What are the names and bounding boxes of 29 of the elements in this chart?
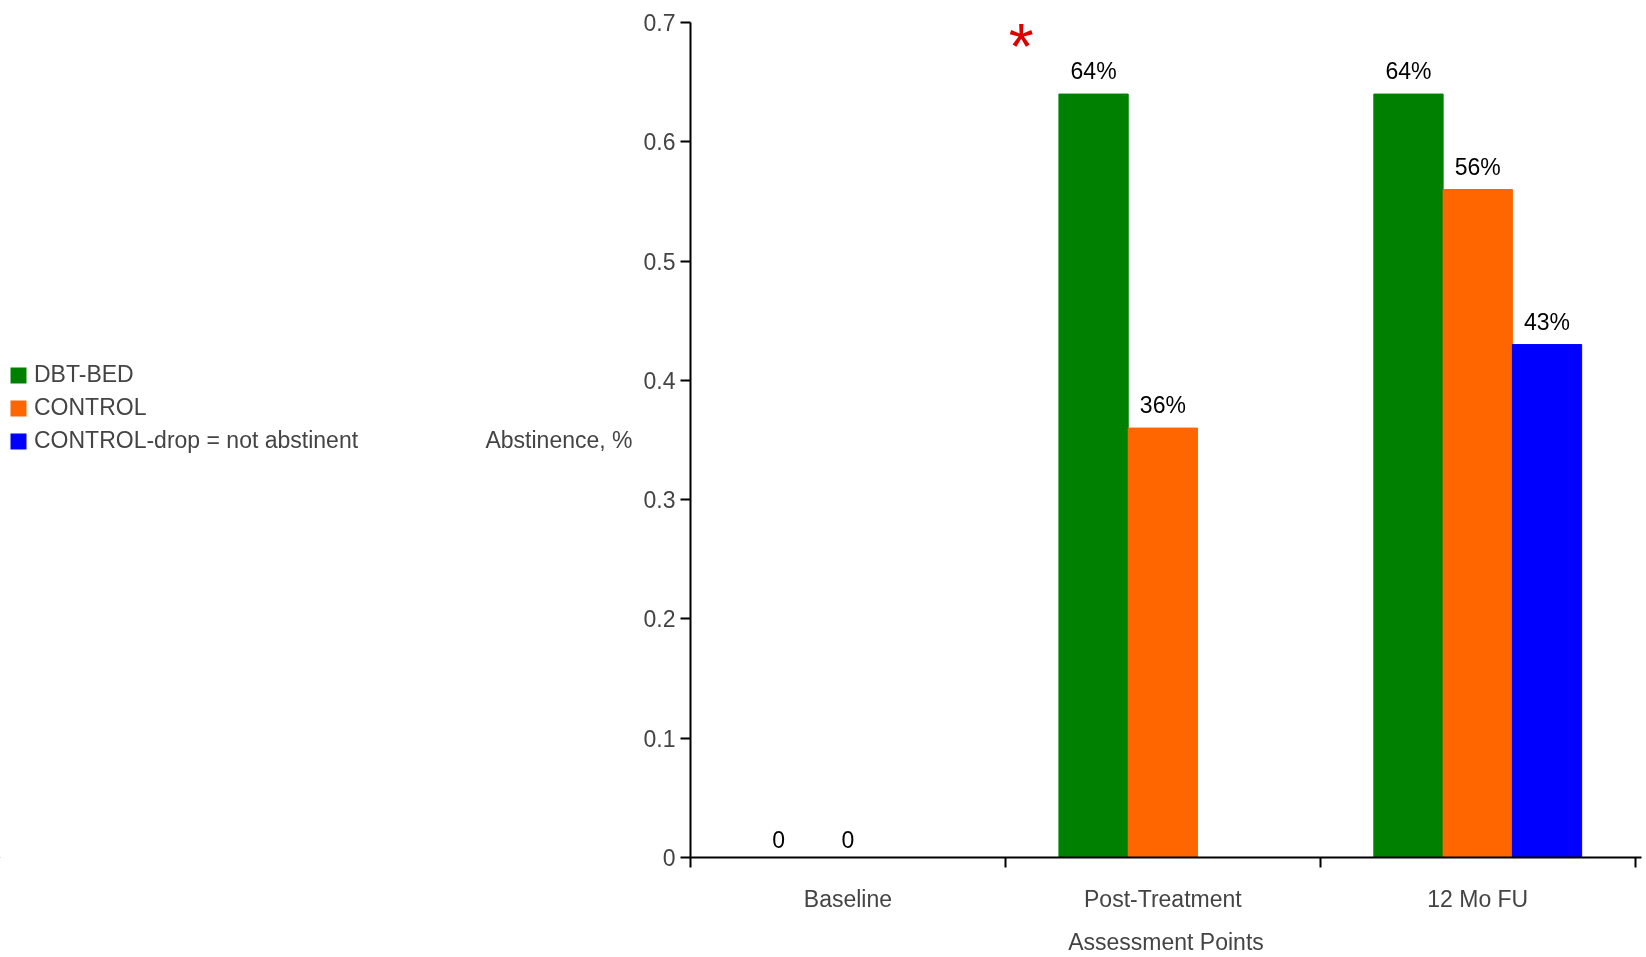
y-tick-label: 0.6 [643, 129, 676, 156]
x-tick-label: 12 Mo FU [1427, 885, 1529, 912]
data-label: 0 [841, 826, 855, 853]
y-axis-title: Abstinence, % [485, 427, 633, 453]
y-tick-label: 0.4 [643, 367, 676, 394]
bar [1511, 344, 1583, 858]
bar [1058, 93, 1129, 858]
data-label: 64% [1070, 58, 1117, 85]
data-label: 56% [1454, 153, 1501, 180]
data-label: 36% [1139, 392, 1186, 419]
x-tick-label: Baseline [803, 885, 893, 912]
y-tick-label: 0.2 [643, 606, 676, 633]
legend-label: CONTROL [34, 394, 147, 421]
data-label: 43% [1524, 308, 1571, 335]
data-label: 64% [1385, 58, 1432, 85]
bar [1442, 189, 1513, 858]
legend-label: DBT-BED [34, 361, 134, 388]
legend-label: CONTROL-drop = not abstinent [34, 427, 359, 454]
bar [1127, 427, 1198, 858]
y-tick-label: 0.3 [643, 487, 676, 514]
x-axis-title: Assessment Points [1068, 928, 1264, 955]
y-tick-label: 0.1 [643, 725, 676, 752]
bar [1373, 93, 1444, 858]
y-tick-label: 0 [662, 845, 676, 871]
data-label: 0 [772, 826, 786, 853]
y-tick-label: 0.7 [643, 10, 676, 36]
y-tick-label: 0.5 [643, 248, 676, 275]
x-tick-label: Post-Treatment [1084, 885, 1243, 912]
annotation: * [1008, 10, 1034, 83]
